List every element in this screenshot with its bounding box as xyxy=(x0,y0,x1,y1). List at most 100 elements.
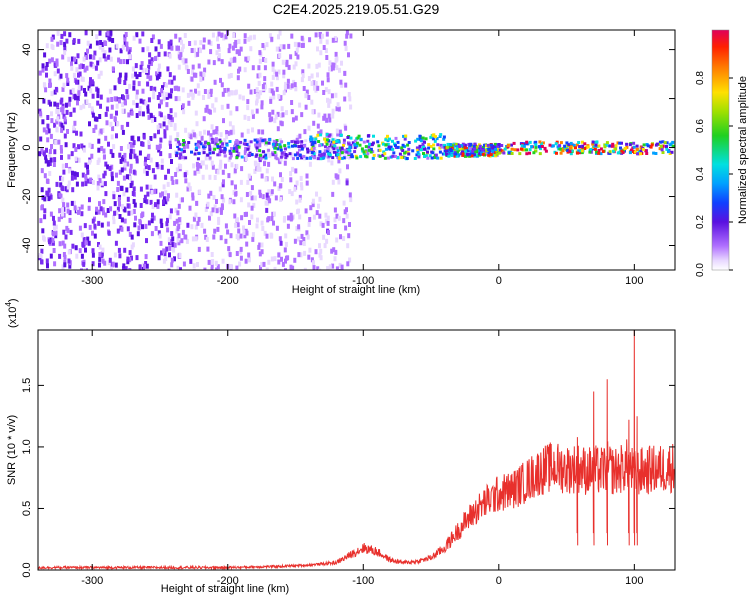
spectrogram-cell xyxy=(273,266,277,270)
spectrogram-cell xyxy=(349,136,353,140)
spectrogram-cell xyxy=(149,85,153,91)
spectrogram-cell xyxy=(396,145,400,149)
spectrogram-cell xyxy=(152,94,156,100)
spectrogram-cell xyxy=(63,262,67,268)
spectrogram-cell xyxy=(149,113,153,119)
spectrogram-cell xyxy=(177,45,180,51)
spectrogram-cell xyxy=(222,197,226,203)
spectrogram-cell xyxy=(436,156,440,160)
spectrogram-cell xyxy=(149,136,153,141)
spectrogram-cell xyxy=(404,134,408,138)
spectrogram-cell xyxy=(88,81,92,87)
spectrogram-cell xyxy=(244,258,248,264)
spectrogram-cell xyxy=(257,129,261,135)
spectrogram-cell xyxy=(46,123,50,129)
spectrogram-cell xyxy=(155,71,158,77)
spectrogram-cell xyxy=(249,35,253,41)
spectrogram-cell xyxy=(239,255,243,261)
spectrogram-cell xyxy=(284,241,288,247)
spectrogram-cell xyxy=(196,220,200,226)
snr-y-tick-label: 1.0 xyxy=(21,439,33,454)
spectrogram-cell xyxy=(298,102,302,108)
spectrogram-cell xyxy=(307,76,311,81)
spectrogram-cell xyxy=(160,123,164,129)
spectrogram-cell xyxy=(111,38,115,43)
spectrogram-cell xyxy=(530,145,534,149)
spectrogram-cell xyxy=(671,140,675,144)
spectrogram-cell xyxy=(278,53,282,58)
spectrogram-cell xyxy=(106,208,110,213)
spectrogram-cell xyxy=(38,108,42,114)
spectrogram-cell xyxy=(283,160,287,166)
spectrogram-cell xyxy=(471,149,475,153)
spectrogram-cell xyxy=(616,141,620,145)
spectrogram-cell xyxy=(40,187,44,193)
spectrogram-cell xyxy=(296,152,300,156)
spectrogram-cell xyxy=(289,177,293,183)
spectrogram-cell xyxy=(43,173,47,179)
spectrogram-cell xyxy=(176,132,180,138)
spectrogram-cell xyxy=(538,152,542,156)
spectrogram-cell xyxy=(196,83,200,89)
spectrogram-cell xyxy=(129,183,133,188)
spectrogram-cell xyxy=(228,156,232,160)
spectrogram-cell xyxy=(208,145,212,149)
spectrogram-cell xyxy=(114,240,118,246)
spectrogram-cell xyxy=(98,114,102,119)
spectrogram-cell xyxy=(54,230,58,236)
spectrogram-cell xyxy=(246,105,250,111)
spectrogram-cell xyxy=(311,202,315,208)
spectrogram-cell xyxy=(168,240,171,246)
spectrogram-cell xyxy=(236,140,240,146)
spectrogram-cell xyxy=(135,158,139,164)
spectrogram-cell xyxy=(288,152,292,156)
spectrogram-cell xyxy=(157,63,161,69)
spectrogram-cell xyxy=(493,151,497,154)
spectrogram-cell xyxy=(214,129,218,134)
spectrogram-cell xyxy=(202,71,206,77)
spectrogram-cell xyxy=(253,195,257,201)
spectrogram-cell xyxy=(330,133,334,139)
spectrogram-cell xyxy=(433,139,437,143)
spectrogram-cell xyxy=(229,233,233,239)
spectrogram-cell xyxy=(147,114,151,120)
spectrogram-cell xyxy=(228,199,232,205)
spectrogram-cell xyxy=(42,127,46,133)
spectrogram-cell xyxy=(196,51,200,57)
spectrogram-cell xyxy=(167,168,170,174)
spectrogram-cell xyxy=(569,141,573,145)
spectrogram-cell xyxy=(303,250,307,256)
spectrogram-cell xyxy=(96,100,100,106)
spectrogram-cell xyxy=(176,145,180,148)
spectrogram-cell xyxy=(224,34,228,40)
spectrogram-cell xyxy=(95,34,99,40)
spectrogram-cell xyxy=(332,150,336,154)
spectrogram-cell xyxy=(250,153,254,157)
spectrogram-cell xyxy=(61,86,65,92)
snr-y-ticks: 0.00.51.01.5 xyxy=(21,378,675,578)
spectrogram-cell xyxy=(208,148,212,152)
spectrogram-cell xyxy=(76,96,80,101)
spectrogram-cell xyxy=(331,191,335,197)
spectrogram-cell xyxy=(204,107,208,113)
spectrogram-cell xyxy=(113,210,117,216)
spectrogram-y-tick-label: 20 xyxy=(21,92,33,104)
spectrogram-cell xyxy=(154,226,158,231)
spectrogram-cell xyxy=(364,154,367,158)
spectrogram-cell xyxy=(122,263,126,269)
spectrogram-cell xyxy=(382,142,385,146)
spectrogram-cell xyxy=(110,97,114,102)
spectrogram-cell xyxy=(199,71,203,77)
spectrogram-cell xyxy=(323,137,327,141)
spectrogram-cell xyxy=(417,155,421,159)
spectrogram-cell xyxy=(86,236,90,242)
spectrogram-cell xyxy=(296,54,300,60)
spectrogram-cell xyxy=(349,33,353,39)
spectrogram-cell xyxy=(654,152,658,155)
spectrogram-cell xyxy=(203,267,207,270)
spectrogram-cell xyxy=(481,152,485,156)
spectrogram-cell xyxy=(217,56,221,62)
spectrogram-cell xyxy=(424,154,428,158)
spectrogram-cell xyxy=(318,213,322,219)
spectrogram-cell xyxy=(173,123,177,129)
